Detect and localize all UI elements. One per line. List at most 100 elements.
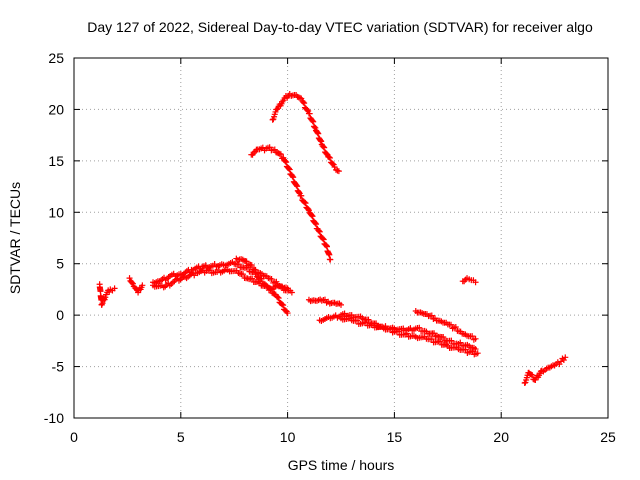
y-axis-title: SDTVAR / TECUs [7, 182, 23, 294]
data-point [437, 338, 444, 345]
data-point [275, 295, 282, 302]
data-point [319, 235, 326, 242]
y-tick-label: -10 [44, 410, 64, 426]
data-point [264, 283, 271, 290]
data-point [362, 319, 369, 326]
data-point [274, 294, 281, 301]
plot-frame [73, 57, 609, 419]
data-point [302, 200, 309, 207]
data-point [387, 326, 394, 333]
data-point [296, 189, 303, 196]
grid [74, 58, 608, 418]
data-point [306, 110, 313, 117]
data-point [132, 285, 139, 292]
data-point [354, 317, 361, 324]
y-tick-label: 20 [48, 101, 64, 117]
data-point [304, 107, 311, 114]
data-point [310, 118, 317, 125]
data-point [293, 182, 300, 189]
data-point [448, 321, 455, 328]
data-point [301, 100, 308, 107]
data-point [258, 276, 265, 283]
data-point [394, 328, 401, 335]
data-point [431, 330, 438, 337]
data-point [327, 256, 334, 263]
data-point [273, 106, 280, 113]
data-point [294, 183, 301, 190]
data-point [452, 323, 459, 330]
data-point [308, 212, 315, 219]
data-point [268, 275, 275, 282]
data-point [416, 324, 423, 331]
data-point [290, 174, 297, 181]
data-point [289, 173, 296, 180]
data-point [321, 296, 328, 303]
data-point [326, 154, 333, 161]
data-point [298, 95, 305, 102]
data-point [320, 143, 327, 150]
data-point [316, 228, 323, 235]
data-point [280, 302, 287, 309]
y-tick-label: 15 [48, 153, 64, 169]
y-tick-label: 25 [48, 50, 64, 66]
data-point [562, 354, 569, 361]
data-point [240, 271, 247, 278]
data-point [472, 279, 479, 286]
x-tick-label: 15 [387, 429, 403, 445]
data-point [266, 144, 273, 151]
data-point [329, 160, 336, 167]
data-point [139, 282, 146, 289]
y-tick-label: 5 [56, 256, 64, 272]
data-point [300, 99, 307, 106]
y-tick-label: 0 [56, 307, 64, 323]
data-points [96, 91, 569, 387]
x-tick-label: 5 [177, 429, 185, 445]
data-point [448, 337, 455, 344]
data-point [469, 348, 476, 355]
data-point [288, 289, 295, 296]
data-point [249, 275, 256, 282]
data-point [235, 261, 242, 268]
data-point [248, 262, 255, 269]
data-point [301, 199, 308, 206]
data-point [311, 124, 318, 131]
data-point [529, 372, 536, 379]
data-point [126, 275, 133, 282]
data-point [283, 159, 290, 166]
data-point [316, 228, 323, 235]
data-point [271, 146, 278, 153]
data-point [321, 144, 328, 151]
y-tick-label: -5 [52, 359, 65, 375]
y-tick-label: 10 [48, 204, 64, 220]
x-axis-title: GPS time / hours [288, 457, 395, 473]
data-point [457, 339, 464, 346]
data-point [403, 330, 410, 337]
data-point [102, 294, 109, 301]
data-point [320, 236, 327, 243]
axes: 0 5 10 15 20 25 -10 -5 0 5 10 15 20 25 [44, 50, 616, 445]
data-point [335, 168, 342, 175]
data-point [286, 166, 293, 173]
data-point [279, 301, 286, 308]
data-point [338, 301, 344, 308]
data-point [111, 285, 118, 292]
data-point [273, 278, 280, 285]
data-point [282, 158, 289, 165]
x-tick-label: 20 [493, 429, 509, 445]
x-tick-label: 25 [600, 429, 616, 445]
data-point [298, 192, 305, 199]
data-point [474, 350, 481, 357]
data-point [206, 267, 213, 274]
data-point [129, 279, 136, 286]
data-point [440, 334, 447, 341]
data-point [327, 154, 334, 161]
data-point [309, 213, 316, 220]
data-point [309, 117, 316, 124]
data-point [243, 258, 250, 265]
data-point [472, 335, 479, 342]
data-point [277, 151, 284, 158]
data-point [462, 346, 469, 353]
data-point [428, 312, 435, 319]
